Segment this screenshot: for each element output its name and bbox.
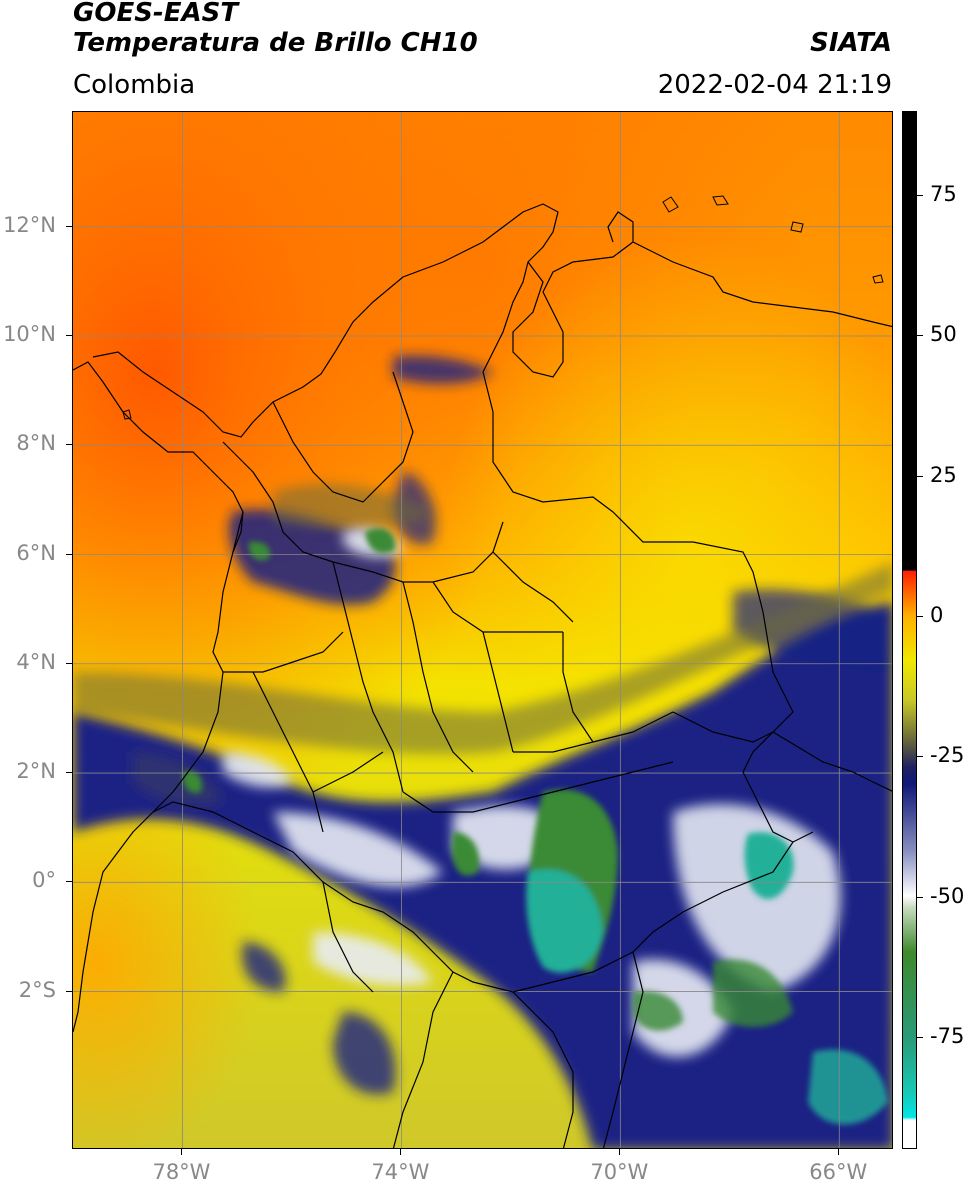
latitude-tick — [66, 444, 72, 446]
colorbar-label: 75 — [930, 182, 957, 207]
map-canvas — [73, 112, 892, 1148]
colorbar-tick — [917, 195, 923, 197]
latitude-tick — [66, 553, 72, 555]
product-title: Temperatura de Brillo CH10 — [73, 28, 478, 58]
colorbar-tick — [917, 615, 923, 617]
agency-label: SIATA — [810, 28, 892, 58]
longitude-tick — [400, 1149, 402, 1155]
latitude-label: 12°N — [3, 212, 56, 237]
datetime-label: 2022-02-04 21:19 — [657, 70, 892, 100]
longitude-tick — [619, 1149, 621, 1155]
latitude-tick — [66, 772, 72, 774]
longitude-label: 78°W — [152, 1160, 211, 1184]
coastlines-and-borders — [73, 203, 892, 1148]
colorbar-tick — [917, 475, 923, 477]
colorbar-tick — [917, 335, 923, 337]
colorbar-tick — [917, 896, 923, 898]
colorbar-label: 0 — [930, 602, 944, 627]
latitude-label: 2°N — [16, 759, 56, 784]
longitude-label: 70°W — [590, 1160, 649, 1184]
satellite-title: GOES-EAST — [73, 0, 239, 28]
latitude-label: 8°N — [16, 431, 56, 456]
longitude-tick — [181, 1149, 183, 1155]
latitude-label: 4°N — [16, 649, 56, 674]
latitude-label: 0° — [32, 868, 56, 893]
colorbar-tick — [917, 1036, 923, 1038]
region-label: Colombia — [73, 70, 196, 100]
latitude-tick — [66, 225, 72, 227]
islands — [122, 195, 884, 420]
colorbar — [902, 111, 917, 1149]
map-gridlines — [73, 112, 892, 1148]
colorbar-gradient — [903, 112, 916, 1148]
colorbar-label: -25 — [930, 743, 965, 768]
colorbar-label: 50 — [930, 322, 957, 347]
longitude-label: 74°W — [371, 1160, 430, 1184]
colorbar-tick — [917, 756, 923, 758]
latitude-label: 10°N — [3, 321, 56, 346]
colorbar-label: -50 — [930, 883, 965, 908]
latitude-tick — [66, 334, 72, 336]
latitude-tick — [66, 990, 72, 992]
latitude-label: 6°N — [16, 540, 56, 565]
latitude-tick — [66, 662, 72, 664]
longitude-label: 66°W — [809, 1160, 868, 1184]
latitude-label: 2°S — [18, 977, 56, 1002]
brightness-temperature-map — [72, 111, 893, 1149]
colorbar-label: -75 — [930, 1023, 965, 1048]
longitude-tick — [838, 1149, 840, 1155]
latitude-tick — [66, 881, 72, 883]
colorbar-label: 25 — [930, 462, 957, 487]
cloud-band-edge — [73, 483, 892, 754]
colorbar-scale — [903, 112, 916, 1148]
